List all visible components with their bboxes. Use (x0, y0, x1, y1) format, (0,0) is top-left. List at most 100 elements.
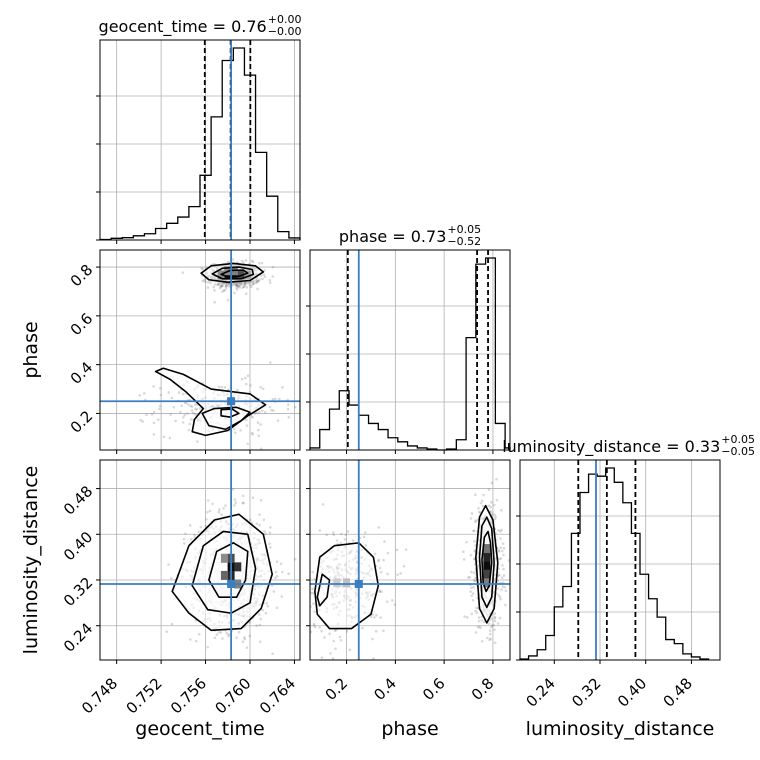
panel-frame (309, 459, 511, 661)
sample-point (378, 566, 382, 570)
sample-point (286, 407, 290, 411)
sample-point (257, 434, 261, 438)
sample-point (497, 593, 501, 597)
sample-point (252, 282, 256, 286)
sample-point (306, 565, 309, 568)
contour-line (478, 516, 495, 609)
title-upper-error: +0.05 (447, 223, 481, 236)
sample-point (180, 404, 183, 408)
sample-point (489, 617, 493, 621)
sample-point (480, 639, 484, 643)
sample-point (351, 539, 355, 542)
sample-point (233, 503, 236, 507)
sample-point (187, 428, 191, 432)
sample-point (182, 416, 185, 419)
sample-point (313, 577, 317, 581)
sample-point (217, 283, 221, 286)
sample-point (328, 632, 331, 636)
sample-point (174, 419, 177, 423)
sample-point (158, 404, 162, 408)
sample-point (244, 292, 248, 296)
sample-point (234, 501, 237, 504)
sample-point (487, 488, 491, 492)
sample-point (150, 413, 154, 416)
sample-point (318, 529, 322, 532)
sample-point (226, 282, 230, 286)
density-cell (483, 561, 491, 571)
sample-point (277, 397, 281, 401)
truth-marker (227, 580, 236, 588)
sample-point (312, 622, 316, 626)
sample-point (379, 616, 382, 619)
sample-point (188, 422, 192, 426)
sample-point (371, 637, 374, 641)
panel-frame (99, 249, 301, 451)
sample-point (478, 510, 481, 514)
sample-point (501, 542, 505, 545)
sample-point (474, 519, 477, 522)
sample-point (145, 413, 148, 417)
sample-point (238, 283, 242, 287)
sample-point (211, 502, 214, 506)
sample-point (258, 278, 261, 281)
sample-point (493, 616, 497, 620)
sample-point (252, 279, 256, 282)
sample-point (196, 440, 199, 443)
sample-point (245, 286, 249, 289)
sample-point (333, 629, 337, 633)
sample-point (221, 637, 224, 640)
title-lower-error: −0.00 (268, 25, 302, 38)
sample-point (345, 630, 349, 633)
sample-point (256, 280, 259, 283)
sample-point (203, 278, 206, 282)
contour-line (171, 513, 274, 632)
contour-line (201, 406, 251, 431)
sample-point (311, 587, 314, 591)
sample-point (220, 513, 223, 516)
density-cell (244, 270, 252, 280)
sample-point (215, 633, 219, 636)
sample-point (477, 619, 481, 623)
density-cell (234, 562, 242, 572)
sample-point (472, 579, 476, 582)
sample-point (232, 282, 236, 286)
sample-point (251, 432, 254, 436)
sample-point (474, 493, 477, 497)
sample-point (257, 428, 260, 432)
sample-point (236, 285, 240, 288)
sample-point (276, 419, 280, 422)
sample-point (472, 529, 476, 532)
sample-point (255, 624, 258, 628)
sample-point (256, 287, 259, 291)
sample-point (216, 283, 219, 286)
sample-point (393, 603, 397, 606)
sample-point (253, 412, 257, 415)
sample-point (172, 405, 176, 409)
sample-point (256, 279, 260, 283)
sample-point (334, 647, 337, 651)
sample-point (218, 508, 221, 511)
sample-point (372, 657, 375, 660)
sample-point (371, 613, 374, 616)
sample-point (227, 634, 230, 638)
sample-point (374, 629, 378, 633)
sample-point (348, 648, 352, 652)
density-cell (483, 569, 491, 579)
sample-point (488, 629, 492, 632)
density-cell (483, 544, 491, 554)
sample-point (303, 567, 306, 570)
sample-point (244, 283, 247, 287)
sample-point (279, 562, 283, 566)
sample-point (224, 504, 227, 507)
sample-point (262, 273, 266, 276)
sample-point (222, 289, 226, 292)
sample-point (478, 625, 481, 628)
sample-point (346, 530, 350, 533)
tick-label-x: 0.48 (660, 674, 696, 710)
title-lower-error: −0.52 (447, 235, 481, 248)
sample-point (470, 594, 473, 598)
sample-point (250, 259, 254, 263)
sample-point (497, 573, 500, 577)
sample-point (402, 564, 406, 568)
sample-point (487, 622, 491, 625)
